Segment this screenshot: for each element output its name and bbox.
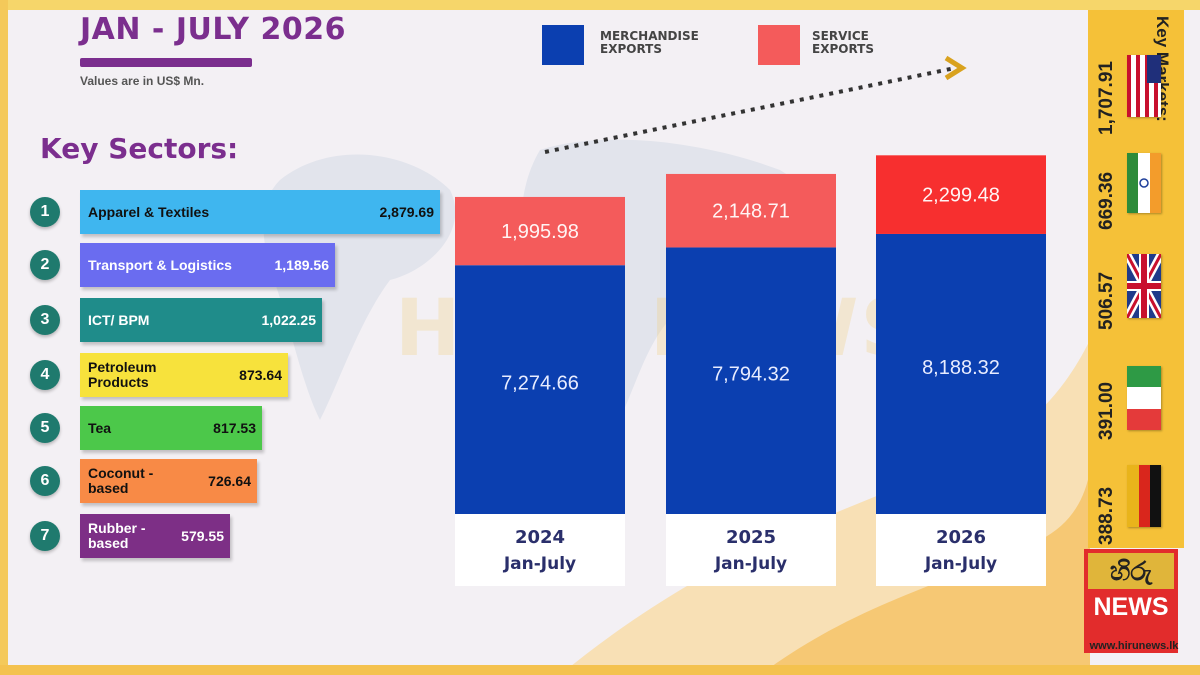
data-label-service: 2,299.48 [922,185,1000,207]
category-label-box [666,514,836,586]
market-value: 388.73 [1096,486,1117,545]
sector-value: 1,189.56 [274,257,330,273]
sector-value: 817.53 [213,420,256,436]
tick-label-year: 2025 [726,527,776,548]
legend-label-service: SERVICE EXPORTS [812,29,874,56]
bar-service [666,173,836,248]
trend-arrow [544,66,956,154]
italy-flag-icon [1127,366,1161,430]
bar-merchandise [876,233,1046,514]
category-label-box [876,514,1046,586]
logo-news-text: NEWS [1093,593,1169,621]
tick-label-year: 2024 [515,527,565,548]
legend-swatch-merchandise [542,25,584,65]
tick-label-period: Jan-July [714,554,787,574]
usa-flag-icon [1127,55,1161,117]
sector-number: 5 [30,413,60,443]
data-label-merchandise: 7,794.32 [712,364,790,386]
sector-number: 3 [30,305,60,335]
units-note: Values are in US$ Mn. [80,74,205,88]
sector-label: Transport & Logistics [88,256,232,273]
sector-value: 1,022.25 [261,312,317,328]
data-label-merchandise: 8,188.32 [922,357,1000,379]
sector-bar: Petroleum Products 873.64 [80,353,288,397]
sector-bar: Rubber - based 579.55 [80,514,230,558]
sector-label: Tea [88,419,112,436]
key-sectors-title: Key Sectors: [40,132,239,165]
sector-label: Apparel & Textiles [88,203,210,220]
sector-label: Coconut - based [88,465,154,496]
bar-service [876,155,1046,234]
sector-bar: Tea 817.53 [80,406,262,450]
sector-bar: Apparel & Textiles 2,879.69 [80,190,440,234]
bottom-border [0,665,1200,675]
legend-swatch-service [758,25,800,65]
hiru-news-logo: හිරු NEWS [1084,549,1178,653]
sector-value: 579.55 [181,528,224,544]
bar-service [455,196,625,266]
sector-bar: ICT/ BPM 1,022.25 [80,298,322,342]
category-label-box [455,514,625,586]
top-border [0,0,1200,10]
website-url: www.hirunews.lk [1089,640,1179,652]
market-value: 1,707.91 [1096,61,1117,135]
germany-flag-icon [1127,465,1161,527]
bar-merchandise [455,265,625,514]
sector-number: 1 [30,197,60,227]
sector-value: 726.64 [208,473,251,489]
market-value: 506.57 [1096,271,1117,330]
data-label-service: 1,995.98 [501,221,579,243]
logo-script: හිරු [1088,553,1174,589]
sector-label: ICT/ BPM [88,311,150,328]
india-flag-icon [1127,153,1161,213]
page-title: JAN - JULY 2026 [80,12,346,47]
sector-number: 4 [30,360,60,390]
sector-number: 2 [30,250,60,280]
sector-value: 873.64 [239,367,282,383]
trend-arrow-head-icon [944,55,967,81]
uk-flag-icon [1127,254,1161,318]
tick-label-period: Jan-July [503,554,576,574]
sector-label: Rubber - based [88,520,146,551]
tick-label-year: 2026 [936,527,986,548]
sector-number: 6 [30,466,60,496]
left-border [0,0,8,675]
tick-label-period: Jan-July [924,554,997,574]
sector-bar: Transport & Logistics 1,189.56 [80,243,335,287]
bar-merchandise [666,247,836,514]
sector-value: 2,879.69 [379,204,435,220]
data-label-merchandise: 7,274.66 [501,373,579,395]
sector-number: 7 [30,521,60,551]
data-label-service: 2,148.71 [712,201,790,223]
market-value: 391.00 [1096,381,1117,440]
sector-bar: Coconut - based 726.64 [80,459,257,503]
legend-label-merchandise: MERCHANDISE EXPORTS [600,29,699,56]
title-underline [80,58,252,67]
market-value: 669.36 [1096,171,1117,230]
sector-label: Petroleum Products [88,359,157,390]
